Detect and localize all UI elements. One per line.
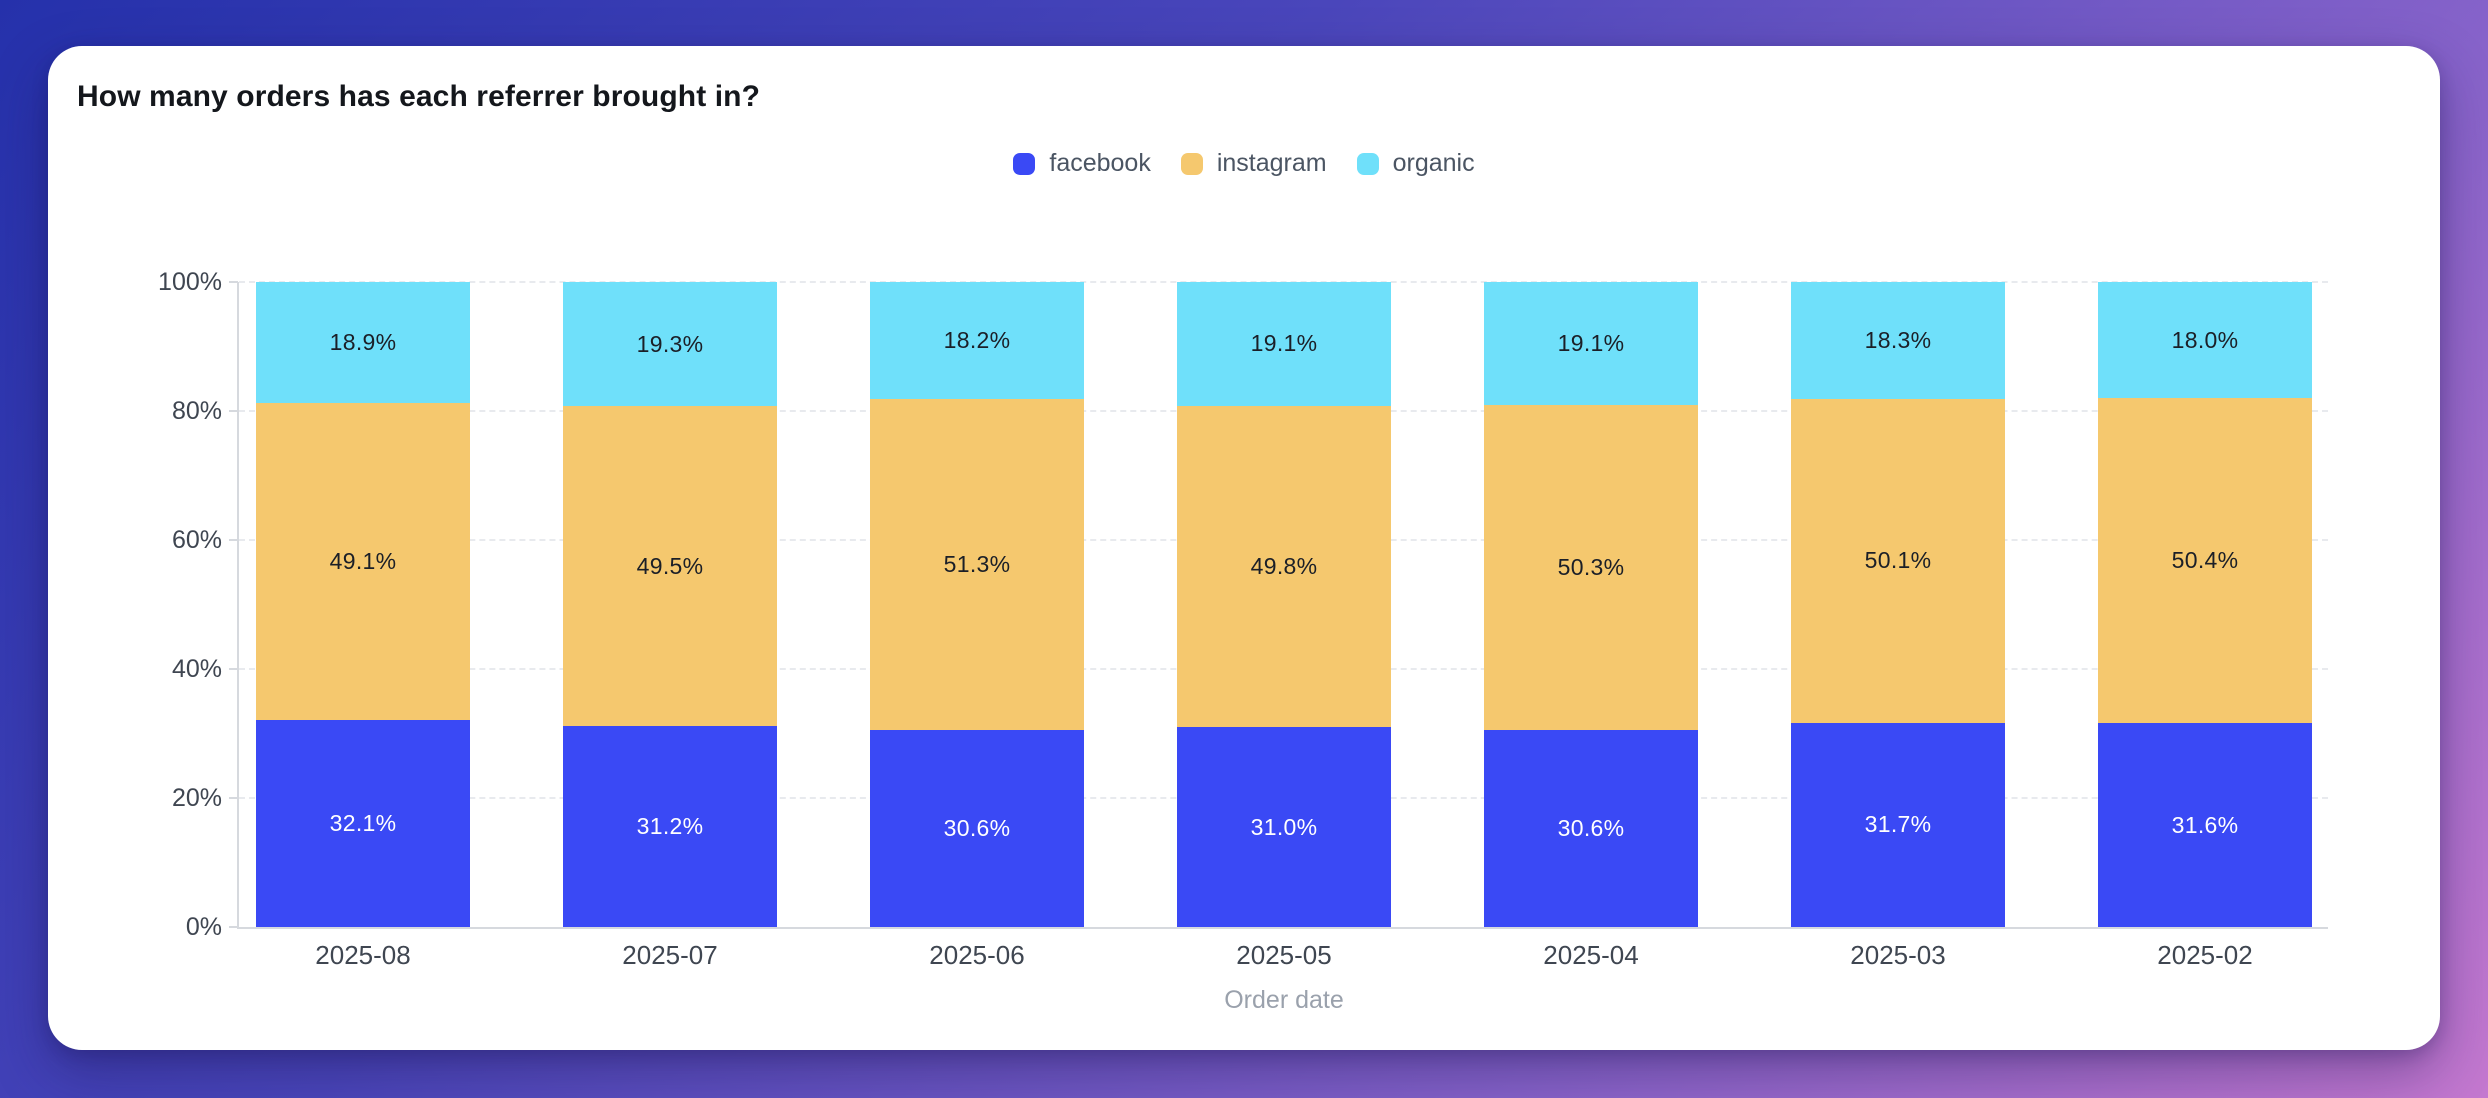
bar-segment-organic-2025-08[interactable]: 18.9% [256,282,470,404]
bar-segment-instagram-2025-03[interactable]: 50.1% [1791,399,2005,723]
y-tick-label: 40% [171,655,222,683]
legend-swatch-icon [1013,152,1036,175]
bar-value-label: 31.0% [1250,813,1318,840]
y-tick-mark [229,797,238,799]
bar-segment-organic-2025-03[interactable]: 18.3% [1791,282,2005,400]
bar-segment-facebook-2025-03[interactable]: 31.7% [1791,722,2005,927]
bar-value-label: 50.1% [1864,547,1932,574]
bar-value-label: 31.7% [1864,811,1932,838]
y-tick-mark [229,410,238,412]
x-tick-label: 2025-05 [1236,940,1332,970]
bar-value-label: 18.0% [2171,326,2239,353]
bar-value-label: 51.3% [943,550,1011,577]
chart-title: How many orders has each referrer brough… [77,80,761,113]
y-tick-label: 60% [171,526,222,554]
x-tick-label: 2025-08 [315,940,411,970]
bar-value-label: 32.1% [329,809,397,836]
bar-segment-organic-2025-06[interactable]: 18.2% [870,282,1084,399]
x-tick-label: 2025-04 [1543,940,1639,970]
bar-value-label: 19.1% [1250,330,1318,357]
legend-item-organic[interactable]: organic [1356,149,1475,178]
chart-legend: facebook instagram organic [48,149,2440,178]
y-tick-mark [229,926,238,928]
bar-segment-facebook-2025-08[interactable]: 32.1% [256,719,470,927]
legend-item-facebook[interactable]: facebook [1013,149,1151,178]
chart-card: How many orders has each referrer brough… [48,46,2440,1050]
bar-segment-organic-2025-04[interactable]: 19.1% [1484,282,1698,406]
bar-segment-facebook-2025-07[interactable]: 31.2% [563,725,777,927]
bar-segment-instagram-2025-04[interactable]: 50.3% [1484,405,1698,730]
bar-segment-organic-2025-05[interactable]: 19.1% [1177,282,1391,406]
x-tick-label: 2025-07 [622,940,718,970]
x-tick-label: 2025-03 [1850,940,1946,970]
bar-value-label: 49.8% [1250,552,1318,579]
bar-segment-instagram-2025-08[interactable]: 49.1% [256,403,470,720]
bar-value-label: 19.3% [636,330,704,357]
bar-value-label: 18.9% [329,329,397,356]
y-tick-mark [229,539,238,541]
bar-value-label: 50.4% [2171,547,2239,574]
y-tick-label: 80% [171,397,222,425]
bar-value-label: 49.5% [636,552,704,579]
x-axis-line [237,927,2328,929]
legend-label: facebook [1049,149,1151,177]
y-axis-line [237,282,239,928]
bar-value-label: 49.1% [329,548,397,575]
legend-label: organic [1392,149,1475,177]
bar-segment-instagram-2025-02[interactable]: 50.4% [2098,398,2312,724]
y-tick-label: 20% [171,784,222,812]
bar-segment-organic-2025-07[interactable]: 19.3% [563,282,777,407]
bar-segment-instagram-2025-07[interactable]: 49.5% [563,406,777,726]
plot-area: 0% 20% 40% 60% 80% 100% 32.1% 49.1% 18.9% 31.2% 4… [48,46,2440,1050]
y-tick-label: 100% [158,268,222,296]
x-axis-title: Order date [1224,986,1344,1014]
legend-label: instagram [1216,149,1327,177]
legend-item-instagram[interactable]: instagram [1180,149,1327,178]
bar-value-label: 19.1% [1557,330,1625,357]
bar-segment-instagram-2025-05[interactable]: 49.8% [1177,405,1391,728]
y-tick-label: 0% [185,913,222,941]
legend-swatch-icon [1356,152,1379,175]
bar-value-label: 18.3% [1864,327,1932,354]
y-tick-mark [229,668,238,670]
legend-swatch-icon [1180,152,1203,175]
bar-segment-facebook-2025-02[interactable]: 31.6% [2098,723,2312,927]
bar-segment-facebook-2025-06[interactable]: 30.6% [870,729,1084,927]
bar-value-label: 18.2% [943,326,1011,353]
x-tick-label: 2025-02 [2157,940,2253,970]
bar-value-label: 31.2% [636,812,704,839]
y-tick-mark [229,281,238,283]
bar-value-label: 30.6% [943,814,1011,841]
bar-segment-facebook-2025-05[interactable]: 31.0% [1177,727,1391,927]
bar-value-label: 31.6% [2171,811,2239,838]
bar-value-label: 30.6% [1557,814,1625,841]
bar-segment-organic-2025-02[interactable]: 18.0% [2098,282,2312,399]
bar-value-label: 50.3% [1557,553,1625,580]
x-tick-label: 2025-06 [929,940,1025,970]
bar-segment-facebook-2025-04[interactable]: 30.6% [1484,729,1698,927]
bar-segment-instagram-2025-06[interactable]: 51.3% [870,398,1084,730]
